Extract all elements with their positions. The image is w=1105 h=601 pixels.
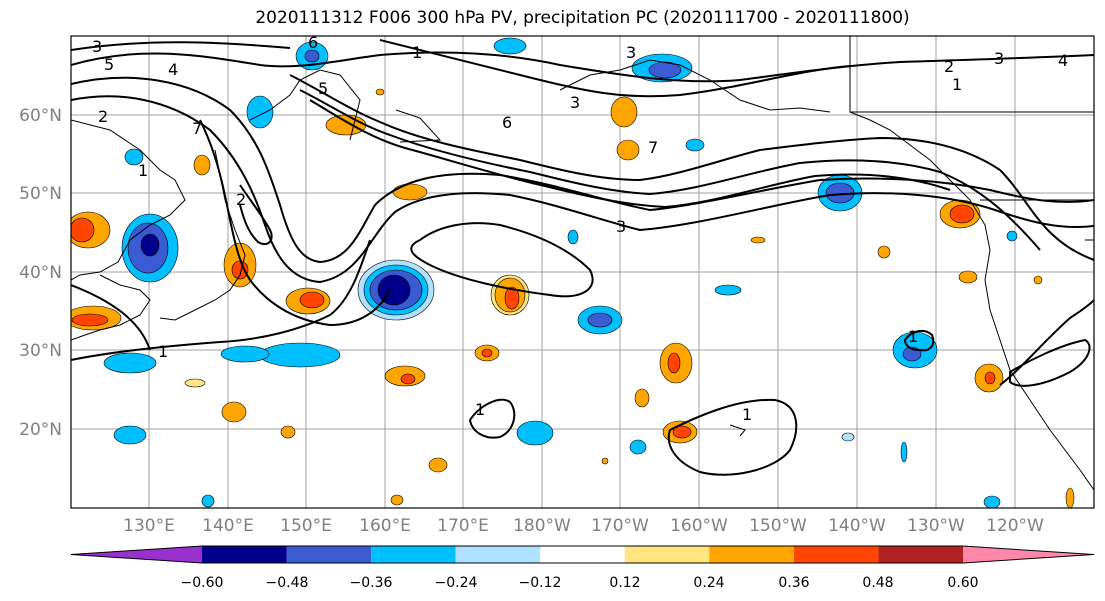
lon-label: 160°E [359,516,411,536]
lon-label: 140°E [202,516,254,536]
coastlines [71,36,1094,491]
contour-label: 1 [742,405,752,424]
contour-label: 1 [908,327,918,346]
lon-label: 140°W [828,516,886,536]
map-title: 2020111312 F006 300 hPa PV, precipitatio… [255,8,910,28]
contour-label: 1 [158,342,168,361]
lat-label-30n: 30°N [19,341,62,361]
lon-label: 150°W [749,516,807,536]
colorbar-tick: −0.60 [181,575,224,591]
contour-label: 1 [412,43,422,62]
contour-label: 2 [98,107,108,126]
lon-label: 160°W [670,516,728,536]
colorbar-segment [709,546,794,563]
colorbar-tick: −0.48 [266,575,309,591]
lat-label-50n: 50°N [19,184,62,204]
contour-label: 3 [570,93,580,112]
lat-label-40n: 40°N [19,263,62,283]
precip-anomaly-fills [71,37,1075,508]
lon-label: 130°E [123,516,175,536]
colorbar-segment [286,546,372,563]
colorbar-tick: 0.48 [862,575,893,591]
lon-label: 170°E [437,516,489,536]
colorbar-tick-labels: −0.60 −0.48 −0.36 −0.24 −0.12 0.12 0.24 … [181,575,979,591]
contour-label: 4 [1058,51,1068,70]
lon-label: 150°E [280,516,332,536]
lat-label-60n: 60°N [19,106,62,126]
colorbar-tick: 0.12 [609,575,640,591]
latitude-labels: 60°N 50°N 40°N 30°N 20°N [19,106,62,440]
lat-label-20n: 20°N [19,420,62,440]
contour-label: 3 [626,43,636,62]
colorbar-tick: 0.24 [693,575,724,591]
colorbar-segment [793,546,879,563]
lon-label: 120°W [986,516,1044,536]
contour-label: 6 [308,33,318,52]
colorbar-tick: −0.24 [435,575,478,591]
colorbar-tick: −0.12 [519,575,562,591]
contour-label: 1 [952,75,962,94]
contour-label: 3 [994,49,1004,68]
colorbar-tick: 0.60 [947,575,978,591]
contour-labels: 3 5 4 2 7 1 6 5 1 3 2 3 4 1 3 6 7 3 2 1 … [92,33,1068,424]
contour-label: 2 [236,190,246,209]
contour-label: 6 [502,113,512,132]
contour-label: 1 [475,400,485,419]
pv-contours [71,39,1094,476]
contour-label: 1 [138,161,148,180]
contour-label: 3 [92,37,102,56]
map-frame [70,35,1095,509]
longitude-labels: 130°E 140°E 150°E 160°E 170°E 180°W 170°… [123,516,1044,536]
contour-label: 4 [168,60,178,79]
colorbar-segment [540,546,625,563]
colorbar-segment [624,546,710,563]
contour-label: 5 [104,55,114,74]
contour-label: 7 [648,138,658,157]
colorbar-tick: −0.36 [350,575,393,591]
contour-label: 3 [616,217,626,236]
colorbar-tick: 0.36 [778,575,809,591]
colorbar-segment [878,546,963,563]
lon-label: 170°W [591,516,649,536]
colorbar-extension-low [71,546,202,563]
contour-label: 2 [944,57,954,76]
lon-label: 180°W [513,516,571,536]
colorbar-segment [202,546,287,563]
contour-label: 7 [192,119,202,138]
colorbar-segment [371,546,456,563]
colorbar-extension-high [963,546,1094,563]
lon-label: 130°W [907,516,965,536]
colorbar-segment [455,546,541,563]
colorbar-outline [70,545,1095,564]
colorbar [70,545,1095,564]
contour-label: 5 [318,79,328,98]
